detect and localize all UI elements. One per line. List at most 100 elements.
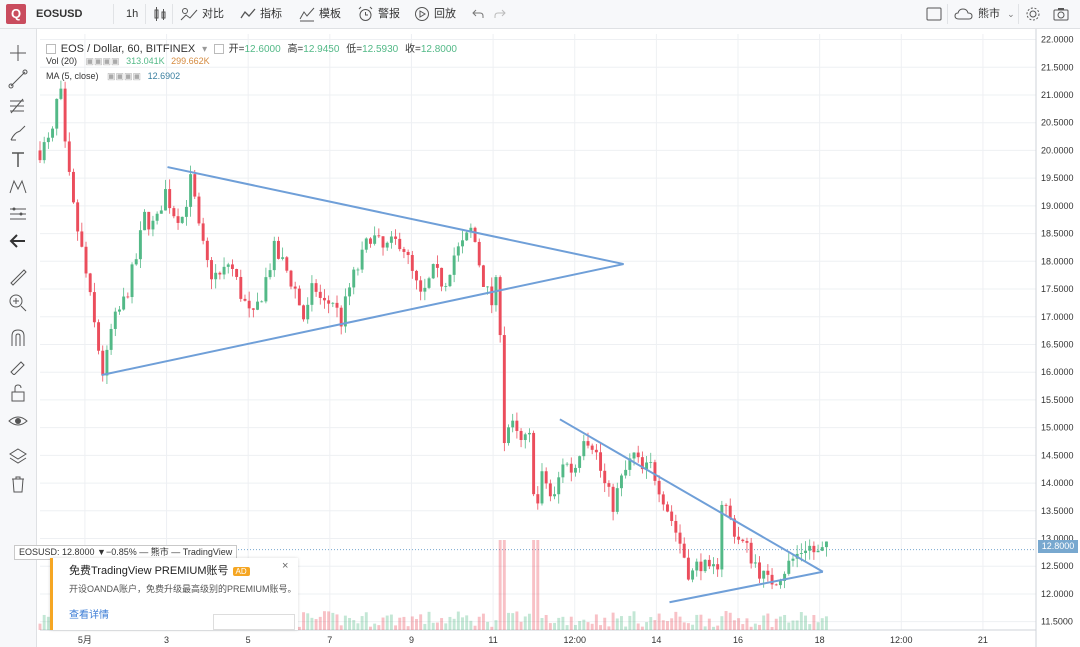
candle-body xyxy=(172,208,176,217)
volume-bar xyxy=(527,613,531,630)
prediction-icon[interactable] xyxy=(8,204,28,224)
text-icon[interactable] xyxy=(8,150,28,170)
candle-body xyxy=(381,236,385,248)
symbol-button[interactable]: EOSUSD xyxy=(36,8,83,20)
candle-body xyxy=(373,235,377,244)
candle-body xyxy=(440,267,444,287)
interval-button[interactable]: 1h xyxy=(126,8,139,20)
close-icon[interactable]: × xyxy=(282,560,289,572)
candle-body xyxy=(331,302,335,304)
volume-bar xyxy=(364,612,368,630)
volume-bar xyxy=(440,618,444,630)
last-price-badge: 12.8000 xyxy=(1038,540,1078,553)
candle-body xyxy=(632,452,636,459)
chart-legend-main: EOS / Dollar, 60, BITFINEX ▾ 开=12.6000 高… xyxy=(46,40,457,55)
settings-icon[interactable] xyxy=(213,44,224,55)
candle-body xyxy=(343,296,347,327)
candle-body xyxy=(143,211,147,231)
candle-body xyxy=(486,286,490,288)
candle-body xyxy=(168,189,172,209)
volume-bar xyxy=(795,620,799,630)
candle-body xyxy=(816,550,820,553)
candle-body xyxy=(758,562,761,579)
arrow-left-icon[interactable] xyxy=(8,231,28,251)
alerts-button[interactable]: 警报 xyxy=(357,0,400,28)
ad-banner[interactable]: 免费TradingView PREMIUM账号 AD 开设OANDA账户，免费升级… xyxy=(50,558,298,630)
x-tick-label: 18 xyxy=(815,635,825,645)
volume-bar xyxy=(38,623,42,630)
settings-button[interactable] xyxy=(1025,0,1045,28)
volume-bar xyxy=(749,626,753,630)
volume-bar xyxy=(360,616,364,630)
candle-body xyxy=(314,283,318,292)
ma-value: 12.6902 xyxy=(147,71,181,81)
x-tick-label: 3 xyxy=(164,635,169,645)
trend-line-icon[interactable] xyxy=(8,69,28,89)
candle-body xyxy=(193,174,197,197)
volume-bar xyxy=(745,618,749,630)
candle-body xyxy=(674,520,678,533)
candle-body xyxy=(699,561,703,572)
trend-line xyxy=(101,263,624,376)
redo-button[interactable] xyxy=(494,0,510,28)
candle-body xyxy=(682,543,686,558)
collapse-icon[interactable] xyxy=(46,44,56,55)
volume-bar xyxy=(431,622,435,630)
candle-body xyxy=(691,570,695,580)
candle-body xyxy=(155,213,159,221)
zoom-in-icon[interactable] xyxy=(8,293,28,313)
volume-bar xyxy=(473,625,477,630)
volume-bar xyxy=(628,615,632,630)
volume-bar xyxy=(444,623,448,630)
ma-indicator-label: MA (5, close) xyxy=(46,71,99,81)
candle-body xyxy=(147,211,151,230)
pattern-icon[interactable] xyxy=(8,177,28,197)
chart-style-button[interactable] xyxy=(153,0,171,28)
crosshair-icon[interactable] xyxy=(8,43,28,63)
unlock-icon[interactable] xyxy=(8,383,28,403)
ruler-icon[interactable] xyxy=(8,267,28,287)
fullscreen-button[interactable] xyxy=(926,0,946,28)
volume-bar xyxy=(448,616,452,630)
x-tick-label: 16 xyxy=(733,635,743,645)
indicators-label: 指标 xyxy=(260,8,282,20)
ad-link[interactable]: 查看详情 xyxy=(69,610,109,621)
eye-icon[interactable] xyxy=(8,411,28,431)
volume-bar xyxy=(720,616,724,630)
undo-button[interactable] xyxy=(472,0,488,28)
brush-icon[interactable] xyxy=(8,123,28,143)
indicator-controls-icon[interactable]: ▣▣▣▣ xyxy=(85,56,120,66)
volume-bar xyxy=(356,623,360,630)
replay-button[interactable]: 回放 xyxy=(414,0,456,28)
trash-icon[interactable] xyxy=(8,474,28,494)
chevron-down-icon[interactable]: ▾ xyxy=(202,44,208,55)
open-value: 12.6000 xyxy=(244,44,281,55)
candle-body xyxy=(444,286,448,287)
volume-bar xyxy=(507,612,510,630)
chart-legend-volume: Vol (20) ▣▣▣▣ 313.041K 299.662K xyxy=(46,56,210,67)
fib-icon[interactable] xyxy=(8,96,28,116)
indicators-button[interactable]: 指标 xyxy=(240,0,282,28)
indicator-controls-icon[interactable]: ▣▣▣▣ xyxy=(107,71,142,81)
volume-bar xyxy=(578,620,582,630)
magnet-icon[interactable] xyxy=(8,328,28,348)
app-logo[interactable]: Q xyxy=(6,4,26,24)
snapshot-button[interactable] xyxy=(1053,0,1073,28)
trend-line xyxy=(669,570,824,604)
volume-bar xyxy=(389,614,393,630)
candle-body xyxy=(398,238,402,250)
lock-drawing-icon[interactable] xyxy=(8,355,28,375)
candle-body xyxy=(322,297,326,301)
market-button[interactable]: 熊市 ⌄ xyxy=(954,0,1015,28)
volume-bar xyxy=(645,622,649,630)
high-label: 高= xyxy=(287,44,304,55)
volume-bar xyxy=(820,618,824,630)
candle-body xyxy=(678,532,682,544)
volume-bar xyxy=(343,615,347,630)
volume-bar xyxy=(657,613,661,630)
layers-icon[interactable] xyxy=(8,447,28,467)
volume-bar xyxy=(327,611,331,630)
compare-button[interactable]: 对比 xyxy=(180,0,224,28)
templates-button[interactable]: 模板 xyxy=(299,0,341,28)
